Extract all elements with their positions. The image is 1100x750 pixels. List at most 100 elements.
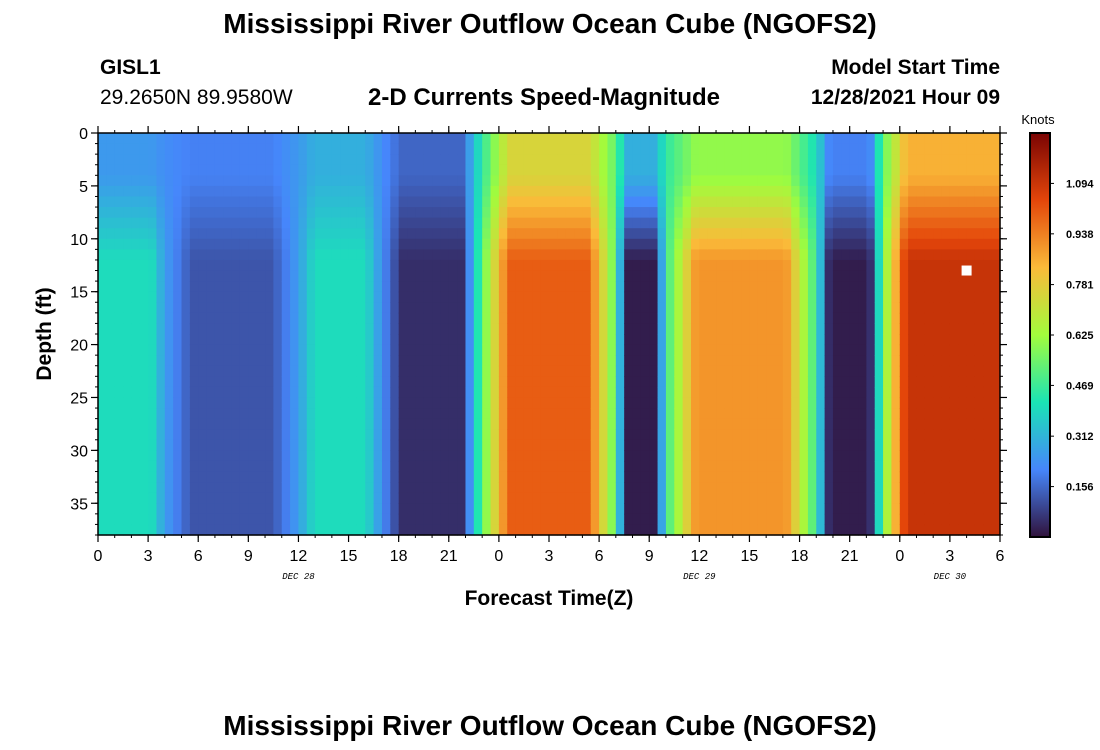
heatmap-cell <box>306 344 316 356</box>
heatmap-cell <box>490 408 500 420</box>
heatmap-cell <box>607 249 617 261</box>
heatmap-cell <box>323 450 333 462</box>
heatmap-cell <box>724 291 734 303</box>
heatmap-cell <box>256 323 266 335</box>
heatmap-cell <box>298 482 308 494</box>
heatmap-cell <box>824 386 834 399</box>
heatmap-cell <box>148 513 158 526</box>
heatmap-cell <box>874 524 884 536</box>
heatmap-cell <box>916 376 926 388</box>
heatmap-cell <box>624 344 634 356</box>
heatmap-cell <box>239 365 249 377</box>
heatmap-cell <box>866 429 876 441</box>
heatmap-cell <box>148 259 158 272</box>
colorbar-tick-label: 0.625 <box>1066 330 1094 342</box>
heatmap-cell <box>640 312 650 325</box>
heatmap-cell <box>198 524 208 536</box>
heatmap-cell <box>607 365 617 377</box>
heatmap-cell <box>866 492 876 504</box>
heatmap-cell <box>574 397 584 409</box>
heatmap-cell <box>432 344 442 356</box>
heatmap-cell <box>557 259 567 272</box>
heatmap-cell <box>832 312 842 325</box>
heatmap-cell <box>958 503 968 515</box>
heatmap-cell <box>607 270 617 282</box>
heatmap-cell <box>498 482 508 494</box>
heatmap-cell <box>741 259 751 272</box>
heatmap-cell <box>716 482 725 494</box>
heatmap-cell <box>482 238 492 250</box>
heatmap-cell <box>941 471 951 483</box>
heatmap-cell <box>924 164 934 176</box>
heatmap-cell <box>774 450 784 462</box>
heatmap-cell <box>632 323 642 335</box>
heatmap-cell <box>699 524 709 536</box>
heatmap-cell <box>123 408 133 420</box>
heatmap-cell <box>624 386 634 399</box>
heatmap-cell <box>114 207 124 219</box>
heatmap-cell <box>315 460 325 473</box>
heatmap-cell <box>139 133 149 145</box>
heatmap-cell <box>281 207 291 219</box>
heatmap-cell <box>206 291 216 303</box>
heatmap-cell <box>273 228 283 240</box>
heatmap-cell <box>916 143 926 155</box>
heatmap-cell <box>966 524 976 536</box>
heatmap-cell <box>281 291 291 303</box>
heatmap-cell <box>473 408 483 420</box>
heatmap-cell <box>949 429 959 441</box>
heatmap-cell <box>858 185 867 198</box>
heatmap-cell <box>682 450 692 462</box>
heatmap-cell <box>290 281 300 293</box>
heatmap-cell <box>674 418 684 430</box>
heatmap-cell <box>674 154 684 166</box>
heatmap-cell <box>916 259 926 272</box>
heatmap-cell <box>206 175 216 187</box>
heatmap-cell <box>298 259 308 272</box>
heatmap-cell <box>148 281 158 293</box>
heatmap-cell <box>373 196 383 208</box>
heatmap-cell <box>699 228 709 240</box>
heatmap-cell <box>306 196 316 208</box>
heatmap-cell <box>916 408 926 420</box>
heatmap-cell <box>331 175 341 187</box>
heatmap-cell <box>98 408 107 420</box>
heatmap-cell <box>899 429 909 441</box>
heatmap-cell <box>214 133 224 145</box>
heatmap-cell <box>983 524 993 536</box>
heatmap-cell <box>98 196 107 208</box>
heatmap-cell <box>223 217 233 229</box>
heatmap-cell <box>482 513 492 526</box>
heatmap-cell <box>348 355 358 367</box>
heatmap-cell <box>173 524 183 536</box>
heatmap-cell <box>440 323 450 335</box>
heatmap-cell <box>123 185 133 198</box>
heatmap-cell <box>432 291 442 303</box>
heatmap-cell <box>106 460 116 473</box>
heatmap-cell <box>239 175 249 187</box>
heatmap-cell <box>574 185 584 198</box>
heatmap-cell <box>523 450 533 462</box>
heatmap-cell <box>858 207 867 219</box>
heatmap-cell <box>866 513 876 526</box>
heatmap-cell <box>365 524 375 536</box>
heatmap-cell <box>632 513 642 526</box>
x-tick-label: 9 <box>244 548 253 565</box>
heatmap-cell <box>214 492 224 504</box>
heatmap-cell <box>791 323 801 335</box>
heatmap-cell <box>632 471 642 483</box>
heatmap-cell <box>791 133 801 145</box>
heatmap-cell <box>482 185 492 198</box>
heatmap-cell <box>323 259 333 272</box>
heatmap-cell <box>265 196 274 208</box>
heatmap-cell <box>490 228 500 240</box>
heatmap-cell <box>490 524 500 536</box>
heatmap-cell <box>674 450 684 462</box>
heatmap-cell <box>248 291 258 303</box>
heatmap-cell <box>390 386 400 399</box>
heatmap-cell <box>615 450 625 462</box>
x-tick-label: 0 <box>895 548 904 565</box>
heatmap-cell <box>223 344 233 356</box>
heatmap-cell <box>782 185 792 198</box>
heatmap-cell <box>624 228 634 240</box>
